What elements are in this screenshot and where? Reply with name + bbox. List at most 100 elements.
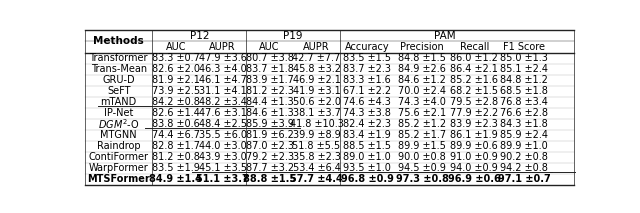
- Text: 43.9 ±3.0: 43.9 ±3.0: [199, 152, 246, 162]
- Text: P12: P12: [189, 31, 209, 41]
- Text: P19: P19: [284, 31, 303, 41]
- Text: 46.3 ±4.0: 46.3 ±4.0: [199, 64, 246, 74]
- Text: 35.8 ±2.3: 35.8 ±2.3: [292, 152, 340, 162]
- Text: Precision: Precision: [400, 42, 444, 52]
- Text: 85.0 ±1.3: 85.0 ±1.3: [500, 53, 548, 63]
- Text: 46.1 ±4.7: 46.1 ±4.7: [199, 75, 246, 85]
- Text: 94.5 ±0.9: 94.5 ±0.9: [398, 163, 446, 173]
- Text: 42.7 ±7.7: 42.7 ±7.7: [292, 53, 340, 63]
- Text: 41.9 ±3.1: 41.9 ±3.1: [292, 86, 340, 96]
- Text: 83.9 ±1.7: 83.9 ±1.7: [246, 75, 294, 85]
- Text: 88.8 ±1.5: 88.8 ±1.5: [243, 174, 296, 184]
- Text: $\mathit{DGM}^2$-O: $\mathit{DGM}^2$-O: [98, 117, 140, 131]
- Text: 90.0 ±0.8: 90.0 ±0.8: [398, 152, 446, 162]
- Text: 75.6 ±2.1: 75.6 ±2.1: [398, 108, 446, 118]
- Text: 74.3 ±4.0: 74.3 ±4.0: [398, 97, 446, 107]
- Text: 83.8 ±0.6: 83.8 ±0.6: [152, 119, 200, 129]
- Text: IP-Net: IP-Net: [104, 108, 133, 118]
- Text: 86.0 ±1.2: 86.0 ±1.2: [451, 53, 499, 63]
- Text: 83.9 ±2.3: 83.9 ±2.3: [451, 119, 499, 129]
- Text: 51.8 ±5.5: 51.8 ±5.5: [292, 141, 340, 151]
- Text: 82.4 ±2.3: 82.4 ±2.3: [343, 119, 391, 129]
- Text: 76.8 ±3.4: 76.8 ±3.4: [500, 97, 548, 107]
- Text: mTAND: mTAND: [100, 97, 137, 107]
- Text: 93.5 ±1.0: 93.5 ±1.0: [344, 163, 391, 173]
- Text: 50.6 ±2.0: 50.6 ±2.0: [292, 97, 340, 107]
- Text: 84.4 ±1.3: 84.4 ±1.3: [246, 97, 294, 107]
- Text: 79.5 ±2.8: 79.5 ±2.8: [451, 97, 499, 107]
- Text: PAM: PAM: [434, 31, 455, 41]
- Text: 94.2 ±0.8: 94.2 ±0.8: [500, 163, 548, 173]
- Text: Recall: Recall: [460, 42, 489, 52]
- Text: 85.2 ±1.6: 85.2 ±1.6: [451, 75, 499, 85]
- Text: 74.6 ±4.3: 74.6 ±4.3: [344, 97, 391, 107]
- Text: 83.7 ±2.3: 83.7 ±2.3: [343, 64, 391, 74]
- Text: AUC: AUC: [166, 42, 186, 52]
- Text: F1 Score: F1 Score: [503, 42, 545, 52]
- Text: 83.3 ±1.6: 83.3 ±1.6: [344, 75, 391, 85]
- Text: 31.1 ±4.1: 31.1 ±4.1: [199, 86, 246, 96]
- Text: 84.8 ±1.5: 84.8 ±1.5: [398, 53, 446, 63]
- Text: 89.9 ±1.0: 89.9 ±1.0: [500, 141, 548, 151]
- Text: 67.1 ±2.2: 67.1 ±2.2: [343, 86, 392, 96]
- Text: 68.2 ±1.5: 68.2 ±1.5: [451, 86, 499, 96]
- Text: 82.6 ±1.4: 82.6 ±1.4: [152, 108, 200, 118]
- Text: 81.2 ±0.8: 81.2 ±0.8: [152, 152, 200, 162]
- Text: 90.2 ±0.8: 90.2 ±0.8: [500, 152, 548, 162]
- Text: 80.7 ±3.8: 80.7 ±3.8: [246, 53, 294, 63]
- Text: 39.9 ±8.9: 39.9 ±8.9: [292, 130, 340, 140]
- Text: 53.4 ±6.4: 53.4 ±6.4: [292, 163, 340, 173]
- Text: 84.8 ±1.2: 84.8 ±1.2: [500, 75, 548, 85]
- Text: 96.8 ±0.9: 96.8 ±0.9: [341, 174, 394, 184]
- Text: 83.3 ±0.7: 83.3 ±0.7: [152, 53, 200, 63]
- Text: 74.3 ±3.8: 74.3 ±3.8: [344, 108, 391, 118]
- Text: 47.9 ±3.6: 47.9 ±3.6: [199, 53, 246, 63]
- Text: 97.1 ±0.7: 97.1 ±0.7: [498, 174, 550, 184]
- Text: 57.7 ±4.4: 57.7 ±4.4: [290, 174, 343, 184]
- Text: 88.5 ±1.5: 88.5 ±1.5: [343, 141, 391, 151]
- Text: 87.7 ±3.2: 87.7 ±3.2: [246, 163, 294, 173]
- Text: 85.2 ±1.2: 85.2 ±1.2: [398, 119, 446, 129]
- Text: AUPR: AUPR: [209, 42, 236, 52]
- Text: 45.1 ±3.5: 45.1 ±3.5: [199, 163, 247, 173]
- Text: 73.9 ±2.5: 73.9 ±2.5: [152, 86, 200, 96]
- Text: 41.8 ±10.3: 41.8 ±10.3: [289, 119, 344, 129]
- Text: ContiFormer: ContiFormer: [89, 152, 148, 162]
- Text: 81.9 ±6.2: 81.9 ±6.2: [246, 130, 294, 140]
- Text: 96.9 ±0.6: 96.9 ±0.6: [448, 174, 500, 184]
- Text: 84.9 ±1.4: 84.9 ±1.4: [149, 174, 202, 184]
- Text: 38.1 ±3.7: 38.1 ±3.7: [292, 108, 340, 118]
- Text: 87.0 ±2.3: 87.0 ±2.3: [246, 141, 294, 151]
- Text: 83.5 ±1.9: 83.5 ±1.9: [152, 163, 200, 173]
- Text: 85.9 ±2.4: 85.9 ±2.4: [500, 130, 548, 140]
- Text: 84.2 ±0.8: 84.2 ±0.8: [152, 97, 200, 107]
- Text: 68.5 ±1.8: 68.5 ±1.8: [500, 86, 548, 96]
- Text: 85.2 ±1.7: 85.2 ±1.7: [398, 130, 446, 140]
- Text: 82.8 ±1.7: 82.8 ±1.7: [152, 141, 200, 151]
- Text: 84.6 ±1.3: 84.6 ±1.3: [246, 108, 294, 118]
- Text: 79.2 ±2.3: 79.2 ±2.3: [246, 152, 294, 162]
- Text: Transformer: Transformer: [90, 53, 148, 63]
- Text: 76.6 ±2.8: 76.6 ±2.8: [500, 108, 548, 118]
- Text: 91.0 ±0.9: 91.0 ±0.9: [451, 152, 498, 162]
- Text: 48.2 ±3.4: 48.2 ±3.4: [199, 97, 246, 107]
- Text: 47.6 ±3.1: 47.6 ±3.1: [199, 108, 246, 118]
- Text: 83.4 ±1.9: 83.4 ±1.9: [344, 130, 391, 140]
- Text: 89.9 ±0.6: 89.9 ±0.6: [451, 141, 498, 151]
- Text: Methods: Methods: [93, 36, 144, 46]
- Text: SeFT: SeFT: [107, 86, 131, 96]
- Text: 86.4 ±2.1: 86.4 ±2.1: [451, 64, 499, 74]
- Text: 94.0 ±0.9: 94.0 ±0.9: [451, 163, 498, 173]
- Text: 45.8 ±3.2: 45.8 ±3.2: [292, 64, 340, 74]
- Text: Trans-Mean: Trans-Mean: [91, 64, 147, 74]
- Text: AUC: AUC: [259, 42, 280, 52]
- Text: 35.5 ±6.0: 35.5 ±6.0: [199, 130, 247, 140]
- Text: 89.0 ±1.0: 89.0 ±1.0: [344, 152, 391, 162]
- Text: 84.3 ±1.8: 84.3 ±1.8: [500, 119, 548, 129]
- Text: 77.9 ±2.2: 77.9 ±2.2: [450, 108, 499, 118]
- Text: 86.1 ±1.9: 86.1 ±1.9: [451, 130, 498, 140]
- Text: 83.5 ±1.5: 83.5 ±1.5: [343, 53, 391, 63]
- Text: GRU-D: GRU-D: [102, 75, 135, 85]
- Text: 84.9 ±2.6: 84.9 ±2.6: [398, 64, 446, 74]
- Text: 82.6 ±2.0: 82.6 ±2.0: [152, 64, 200, 74]
